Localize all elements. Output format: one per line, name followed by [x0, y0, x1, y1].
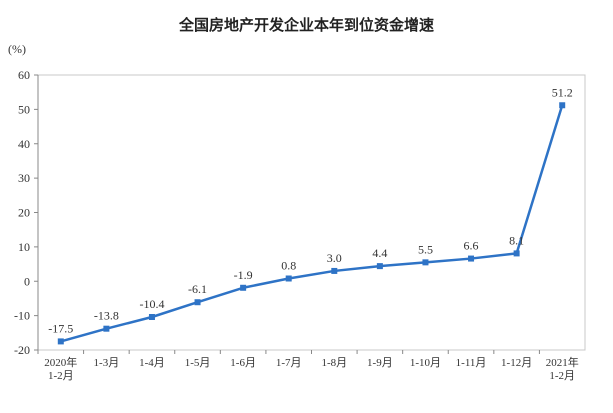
- data-point: [240, 284, 247, 291]
- data-point: [376, 263, 383, 270]
- y-tick-label: 60: [18, 68, 30, 82]
- y-tick-label: 40: [18, 137, 30, 151]
- y-tick-label: 0: [24, 274, 30, 288]
- y-tick-label: 20: [18, 206, 30, 220]
- x-tick-label: 1-9月: [367, 357, 393, 369]
- y-tick-label: 50: [18, 102, 30, 116]
- data-point: [103, 325, 110, 332]
- data-label: -6.1: [188, 282, 207, 296]
- data-point: [559, 102, 566, 109]
- y-tick-label: -10: [14, 309, 30, 323]
- y-tick-label: -20: [14, 343, 30, 357]
- data-label: 4.4: [372, 246, 387, 260]
- x-tick-label: 1-7月: [276, 357, 302, 369]
- data-label: -13.8: [94, 309, 119, 323]
- x-tick-label: 1-12月: [501, 357, 532, 369]
- data-point: [468, 255, 475, 262]
- y-tick-label: 10: [18, 240, 30, 254]
- chart-title: 全国房地产开发企业本年到位资金增速: [178, 16, 434, 34]
- data-label: 0.8: [281, 259, 296, 273]
- y-tick-label: 30: [18, 171, 30, 185]
- data-point: [194, 299, 201, 306]
- x-tick-label: 1-10月: [410, 357, 441, 369]
- data-label: 51.2: [552, 85, 573, 99]
- x-tick-label: 1-6月: [230, 357, 256, 369]
- x-tick-label: 1-4月: [139, 357, 165, 369]
- x-tick-label: 1-11月: [456, 357, 487, 369]
- data-point: [513, 250, 520, 257]
- x-tick-label: 1-3月: [94, 357, 120, 369]
- x-tick-label: 1-8月: [321, 357, 347, 369]
- data-point: [331, 267, 338, 274]
- plot-frame: [37, 74, 586, 351]
- y-unit-label: (%): [8, 42, 26, 56]
- data-point: [285, 275, 292, 282]
- x-tick-label: 1-5月: [185, 357, 211, 369]
- data-label: -17.5: [48, 321, 73, 335]
- data-label: 8.1: [509, 233, 524, 247]
- data-label: 5.5: [418, 242, 433, 256]
- data-point: [422, 259, 429, 266]
- x-tick-label: 2021年 1-2月: [546, 355, 579, 382]
- series-line: [60, 104, 564, 343]
- data-label: -1.9: [234, 268, 253, 282]
- data-point: [148, 314, 155, 320]
- data-point: [57, 338, 64, 345]
- data-label: 3.0: [327, 251, 342, 265]
- data-label: -10.4: [139, 297, 164, 311]
- x-tick-label: 2020年 1-2月: [44, 355, 77, 382]
- data-label: 6.6: [464, 239, 479, 253]
